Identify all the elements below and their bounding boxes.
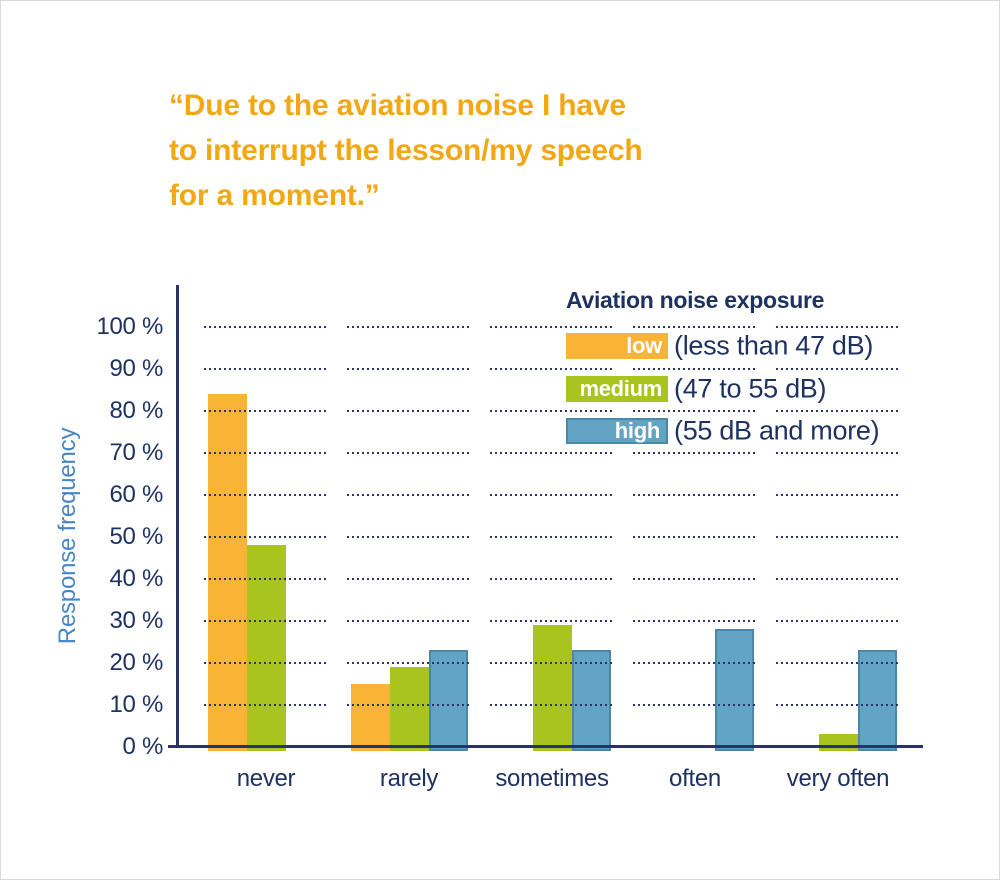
y-tick-label: 40 % <box>109 565 163 592</box>
grid-segment <box>776 620 900 622</box>
x-category-label-sometimes: sometimes <box>495 765 609 792</box>
legend-swatch-low: low <box>566 333 668 359</box>
grid-segment <box>490 704 614 706</box>
grid-segment <box>347 662 471 664</box>
grid-segment <box>490 368 614 370</box>
x-axis-line <box>168 745 923 748</box>
legend-swatch-high: high <box>566 418 668 444</box>
y-axis-line <box>176 285 179 748</box>
grid-segment <box>490 494 614 496</box>
grid-segment <box>204 704 328 706</box>
bar-rarely-high <box>428 650 468 751</box>
y-tick-label: 70 % <box>109 439 163 466</box>
legend-swatch-label: high <box>614 418 661 443</box>
chart-title-line-2: to interrupt the lesson/my speech <box>169 134 643 167</box>
y-tick-label: 100 % <box>96 313 163 340</box>
grid-segment <box>490 620 614 622</box>
x-category-label-very-often: very often <box>786 765 890 792</box>
grid-segment <box>633 368 757 370</box>
grid-segment <box>776 536 900 538</box>
chart-title-line-1: “Due to the aviation noise I have <box>169 89 626 122</box>
x-category-label-rarely: rarely <box>379 765 439 792</box>
grid-segment <box>776 662 900 664</box>
grid-segment <box>490 452 614 454</box>
x-category-label-never: never <box>236 765 296 792</box>
legend-swatch-label: low <box>626 333 662 358</box>
y-tick-label: 50 % <box>109 523 163 550</box>
grid-segment <box>633 494 757 496</box>
bar-very-often-medium <box>818 734 858 751</box>
grid-segment <box>347 578 471 580</box>
grid-segment <box>776 494 900 496</box>
legend-desc-medium: (47 to 55 dB) <box>674 373 827 403</box>
legend-title: Aviation noise exposure <box>566 287 825 313</box>
legend-desc-high: (55 dB and more) <box>674 415 880 446</box>
grid-segment <box>776 704 900 706</box>
grid-segment <box>347 536 471 538</box>
x-category-label-often: often <box>669 765 721 792</box>
chart-title-line-3: for a moment.” <box>169 179 380 212</box>
bar-sometimes-high <box>571 650 611 751</box>
grid-segment <box>633 452 757 454</box>
bar-never-medium <box>246 545 286 751</box>
grid-segment <box>776 368 900 370</box>
grid-segment <box>347 410 471 412</box>
grid-segment <box>490 326 614 328</box>
bar-never-low <box>207 394 247 751</box>
grid-segment <box>347 368 471 370</box>
grid-segment <box>633 578 757 580</box>
y-tick-label: 60 % <box>109 481 163 508</box>
grid-segment <box>490 578 614 580</box>
grid-segment <box>204 410 328 412</box>
grid-segment <box>633 620 757 622</box>
grid-segment <box>776 578 900 580</box>
y-tick-label: 20 % <box>109 649 163 676</box>
grid-segment <box>204 620 328 622</box>
grid-segment <box>633 326 757 328</box>
legend-swatch-medium: medium <box>566 375 668 402</box>
grid-segment <box>633 410 757 412</box>
grid-segment <box>347 620 471 622</box>
grid-segment <box>490 536 614 538</box>
y-tick-label: 80 % <box>109 397 163 424</box>
bar-rarely-medium <box>389 667 429 751</box>
grid-segment <box>347 326 471 328</box>
grid-segment <box>776 452 900 454</box>
grid-segment <box>776 410 900 412</box>
grid-segment <box>204 326 328 328</box>
grid-segment <box>204 662 328 664</box>
grid-segment <box>776 326 900 328</box>
bar-often-high <box>714 629 754 751</box>
grid-segment <box>347 452 471 454</box>
grid-segment <box>347 494 471 496</box>
bar-sometimes-medium <box>532 625 572 751</box>
grid-segment <box>204 494 328 496</box>
grid-segment <box>490 662 614 664</box>
chart-title: “Due to the aviation noise I have to int… <box>169 83 849 218</box>
grid-segment <box>633 704 757 706</box>
y-tick-label: 0 % <box>122 733 164 760</box>
grid-segment <box>347 704 471 706</box>
y-tick-label: 90 % <box>109 355 163 382</box>
grid-segment <box>490 410 614 412</box>
grid-segment <box>633 662 757 664</box>
bar-rarely-low <box>350 684 390 751</box>
grid-segment <box>204 536 328 538</box>
grid-segment <box>204 452 328 454</box>
grid-segment <box>633 536 757 538</box>
legend-swatch-label: medium <box>579 375 662 401</box>
grid-segment <box>204 578 328 580</box>
grid-segment <box>204 368 328 370</box>
y-tick-label: 30 % <box>109 607 163 634</box>
legend-desc-low: (less than 47 dB) <box>674 330 874 361</box>
bar-very-often-high <box>857 650 897 751</box>
y-tick-label: 10 % <box>109 691 163 718</box>
